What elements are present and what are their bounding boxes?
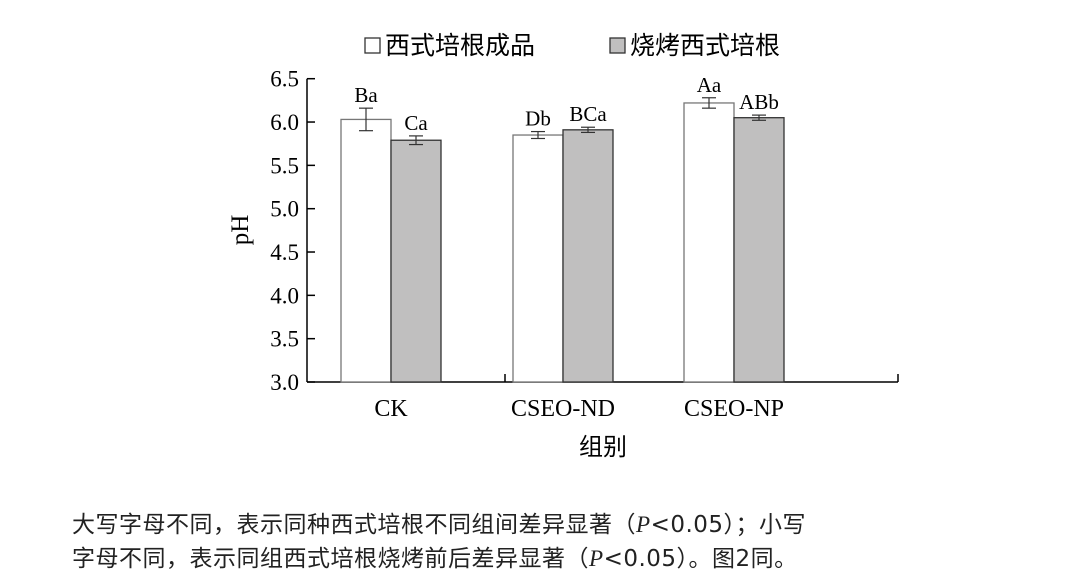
y-tick-label: 4.0 <box>270 283 299 308</box>
data-label: Aa <box>697 73 722 97</box>
bar-chart: 3.0 3.5 4.0 4.5 5.0 5.5 6.0 6.5 pH 组别 CK Ba Ca CSEO-N… <box>227 31 899 461</box>
caption-line-1: 大写字母不同，表示同种西式培根不同组间差异显著（P<0.05）；小写 <box>72 512 807 538</box>
y-tick-label: 6.0 <box>270 110 299 135</box>
bar <box>733 117 785 383</box>
x-tick-label: CSEO-NP <box>684 396 784 422</box>
y-tick-label: 5.0 <box>270 197 299 222</box>
y-tick-label: 4.5 <box>270 240 299 265</box>
y-tick-label: 3.5 <box>270 327 299 352</box>
bar <box>512 134 564 383</box>
data-label: ABb <box>739 90 779 114</box>
data-label: Db <box>525 107 551 131</box>
y-tick-label: 3.0 <box>270 370 299 395</box>
y-tick-label: 5.5 <box>270 153 299 178</box>
caption-line-2: 字母不同，表示同组西式培根烧烤前后差异显著（P<0.05）。图2同。 <box>72 546 798 572</box>
x-tick-label: CK <box>374 396 408 422</box>
y-tick-label: 6.5 <box>270 67 299 92</box>
bar <box>340 118 392 383</box>
bar <box>562 129 614 383</box>
data-label: Ca <box>404 111 428 135</box>
legend-label: 烧烤西式培根 <box>630 31 780 60</box>
x-tick-label: CSEO-ND <box>511 396 615 422</box>
bar <box>390 139 442 383</box>
legend-swatch <box>609 37 626 54</box>
data-label: BCa <box>569 102 607 126</box>
data-label: Ba <box>354 83 378 107</box>
x-axis-label: 组别 <box>579 433 627 461</box>
legend-swatch <box>364 37 381 54</box>
bar <box>683 102 735 383</box>
y-axis-label: pH <box>227 215 254 246</box>
legend-label: 西式培根成品 <box>385 31 535 60</box>
